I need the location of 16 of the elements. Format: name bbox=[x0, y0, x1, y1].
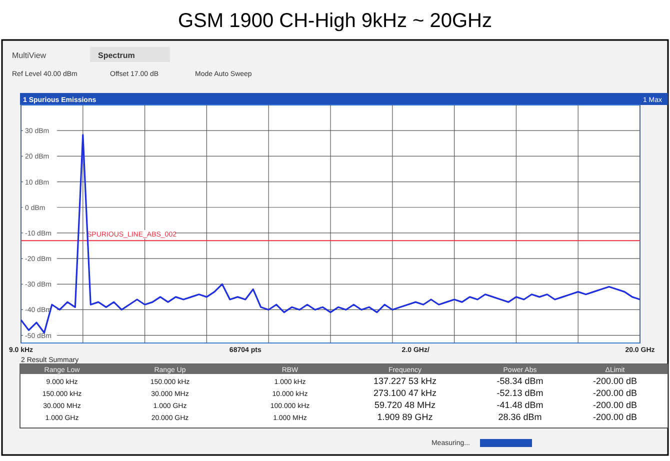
line-series bbox=[20, 134, 641, 334]
text: -200.00 dB bbox=[592, 376, 638, 386]
text: 273.100 47 kHz bbox=[373, 388, 438, 398]
text: -52.13 dBm bbox=[496, 388, 544, 398]
text: 28.36 dBm bbox=[498, 412, 542, 422]
text: 1.909 89 GHz bbox=[377, 412, 434, 422]
text: 137.227 53 kHz bbox=[373, 376, 438, 386]
text: -58.34 dBm bbox=[496, 376, 544, 386]
text: 59.720 48 MHz bbox=[374, 400, 436, 410]
text: -200.00 dB bbox=[592, 412, 638, 422]
text: Spectrum bbox=[98, 51, 135, 60]
text: -41.48 dBm bbox=[496, 400, 544, 410]
text: -200.00 dB bbox=[592, 400, 638, 410]
chart-title: GSM 1900 CH-High 9kHz ~ 20GHz bbox=[178, 10, 492, 32]
text: MultiView bbox=[12, 51, 46, 60]
text: -200.00 dB bbox=[592, 388, 638, 398]
